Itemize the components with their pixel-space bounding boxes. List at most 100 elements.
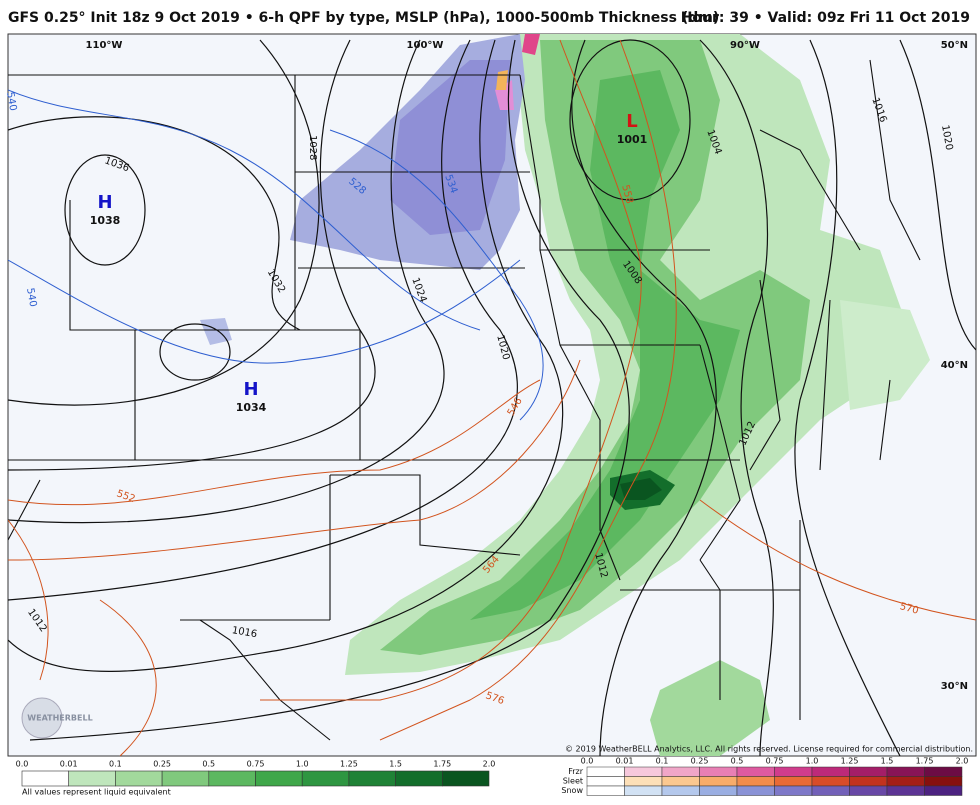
colorbar-row-label: Sleet bbox=[563, 777, 583, 786]
colorbar-swatch bbox=[736, 776, 775, 787]
colorbar-swatch bbox=[115, 770, 163, 787]
precip-frzr bbox=[522, 34, 540, 55]
colorbar-swatch bbox=[736, 785, 775, 796]
colorbar-swatch bbox=[774, 766, 813, 777]
map: 110°W 100°W 90°W 50°N 40°N 30°N H 1038 H… bbox=[4, 33, 977, 757]
colorbar-tick-label: 1.25 bbox=[340, 760, 358, 769]
colorbar-swatch bbox=[301, 770, 350, 787]
colorbar-swatch bbox=[395, 770, 443, 787]
colorbar-tick-label: 1.75 bbox=[433, 760, 451, 769]
colorbar-swatch bbox=[208, 770, 256, 787]
colorbar-tick-label: 0.25 bbox=[153, 760, 171, 769]
colorbar-swatch bbox=[661, 766, 700, 777]
colorbar-swatch bbox=[699, 766, 738, 777]
colorbar-swatch bbox=[811, 766, 850, 777]
colorbar-tick-label: 0.5 bbox=[202, 760, 215, 769]
colorbar-tick-label: 0.5 bbox=[731, 757, 744, 766]
thickness-lines bbox=[8, 39, 976, 756]
colorbar-swatch bbox=[849, 776, 888, 787]
colorbar-swatch bbox=[21, 770, 70, 787]
colorbar-row-label: Frzr bbox=[568, 767, 584, 776]
high-pressure: 1034 bbox=[236, 401, 267, 414]
colorbar-swatch bbox=[624, 766, 663, 777]
thickness-label: 540 bbox=[4, 91, 18, 112]
colorbar-swatch bbox=[586, 785, 625, 796]
colorbar-swatch bbox=[661, 776, 700, 787]
boundaries bbox=[8, 59, 921, 741]
high-symbol: H bbox=[243, 379, 258, 400]
colorbar-tick-label: 0.01 bbox=[616, 757, 634, 766]
colorbar-tick-label: 0.25 bbox=[691, 757, 709, 766]
type-colorbar: 0.0 0.01 0.1 0.25 0.5 0.75 1.0 1.25 1.5 1.75 2.0 Fr… bbox=[561, 757, 968, 796]
thickness-label: 558 bbox=[619, 184, 635, 205]
colorbar-tick-label: 1.5 bbox=[881, 757, 894, 766]
grid-label: 50°N bbox=[941, 40, 968, 51]
colorbar-swatch bbox=[886, 776, 925, 787]
colorbar-swatch bbox=[924, 766, 963, 777]
high-symbol: H bbox=[97, 192, 112, 213]
low-pressure: 1001 bbox=[617, 133, 648, 146]
colorbar-swatch bbox=[624, 776, 663, 787]
grid-label: 90°W bbox=[730, 40, 760, 51]
colorbar-tick-label: 0.1 bbox=[656, 757, 669, 766]
colorbar-swatch bbox=[68, 770, 116, 787]
colorbar-swatch bbox=[774, 776, 813, 787]
grid-label: 40°N bbox=[941, 360, 968, 371]
colorbar-swatch bbox=[811, 785, 850, 796]
copyright: © 2019 WeatherBELL Analytics, LLC. All r… bbox=[565, 745, 973, 754]
colorbar-tick-label: 1.0 bbox=[296, 760, 309, 769]
header-title: GFS 0.25° Init 18z 9 Oct 2019 • 6-h QPF … bbox=[8, 10, 719, 26]
thickness-label: 570 bbox=[898, 601, 919, 617]
isobar-label: 1016 bbox=[231, 625, 258, 640]
low-symbol: L bbox=[626, 111, 637, 132]
precip-snow bbox=[200, 318, 232, 345]
precip-snow-heavy bbox=[390, 60, 510, 235]
colorbar-swatch bbox=[736, 766, 775, 777]
isobar-label: 1028 bbox=[307, 135, 318, 160]
colorbar-swatch bbox=[624, 785, 663, 796]
high-pressure: 1038 bbox=[90, 214, 121, 227]
colorbar-row-label: Snow bbox=[561, 786, 583, 795]
colorbar-swatch bbox=[586, 776, 625, 787]
colorbar-swatch bbox=[348, 770, 396, 787]
colorbar-swatch bbox=[586, 766, 625, 777]
grid-label: 100°W bbox=[407, 40, 444, 51]
colorbar-swatch bbox=[924, 785, 963, 796]
logo-mark bbox=[21, 697, 63, 739]
colorbar-tick-label: 0.75 bbox=[766, 757, 784, 766]
rain-note: All values represent liquid equivalent bbox=[22, 788, 171, 797]
colorbar-swatch bbox=[849, 766, 888, 777]
precip-rain-core bbox=[620, 478, 662, 500]
colorbar-tick-label: 1.25 bbox=[841, 757, 859, 766]
isobars bbox=[8, 39, 976, 756]
grid-label: 110°W bbox=[86, 40, 123, 51]
colorbar-swatch bbox=[699, 785, 738, 796]
colorbar-swatch bbox=[255, 770, 303, 787]
thickness-label: 540 bbox=[24, 287, 38, 308]
colorbar-swatch bbox=[849, 785, 888, 796]
colorbar-swatch bbox=[699, 776, 738, 787]
precip-rain-light bbox=[840, 300, 930, 410]
colorbar-swatch bbox=[811, 776, 850, 787]
grid-label: 30°N bbox=[941, 681, 968, 692]
colorbar-tick-label: 1.0 bbox=[806, 757, 819, 766]
colorbar-swatch bbox=[441, 770, 490, 787]
colorbar-swatch bbox=[924, 776, 963, 787]
colorbar-tick-label: 1.75 bbox=[916, 757, 934, 766]
colorbar-swatch bbox=[661, 785, 700, 796]
isobar-label: 1020 bbox=[939, 124, 954, 151]
rain-colorbar: 0.0 0.01 0.1 0.25 0.5 0.75 1.0 1.25 1.5 1.75 2.0 bbox=[16, 760, 496, 787]
colorbar-swatch bbox=[886, 766, 925, 777]
colorbar-swatch bbox=[161, 770, 210, 787]
logo-text: WEATHERBELL bbox=[27, 714, 92, 723]
colorbar-tick-label: 0.0 bbox=[581, 757, 594, 766]
colorbar-tick-label: 0.75 bbox=[247, 760, 265, 769]
colorbar-tick-label: 0.01 bbox=[60, 760, 78, 769]
colorbar-tick-label: 2.0 bbox=[483, 760, 496, 769]
colorbar-tick-label: 1.5 bbox=[389, 760, 402, 769]
colorbar-tick-label: 0.1 bbox=[109, 760, 122, 769]
header-valid: Hour: 39 • Valid: 09z Fri 11 Oct 2019 bbox=[681, 10, 970, 26]
colorbar-tick-label: 2.0 bbox=[956, 757, 969, 766]
colorbar-swatch bbox=[774, 785, 813, 796]
